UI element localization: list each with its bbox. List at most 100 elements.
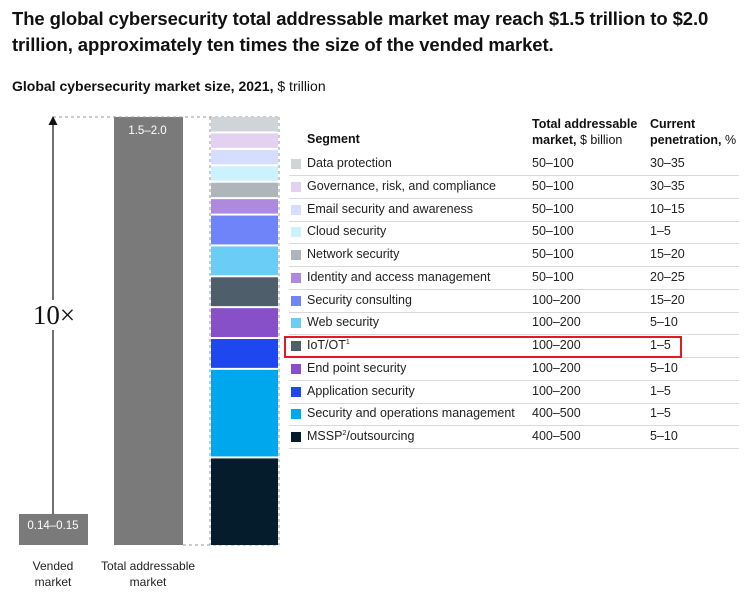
chart-subtitle: Global cybersecurity market size, 2021, …	[12, 77, 326, 95]
segment-penetration-value: 10–15	[650, 201, 685, 216]
pen-header-unit: %	[721, 133, 737, 147]
stack-segment-10	[211, 308, 278, 337]
tam-column-header: Total addressable market, $ billion	[532, 116, 637, 148]
stack-segment-2	[211, 133, 278, 148]
stack-segment-3	[211, 149, 278, 165]
segment-swatch	[291, 409, 301, 420]
segment-tam-value: 50–100	[532, 201, 574, 216]
table-row: Identity and access management 50–100 20–2…	[289, 267, 739, 290]
pen-header-line-2: penetration, %	[650, 132, 736, 148]
segment-tam-value: 400–500	[532, 429, 581, 443]
footnote-marker: 2	[342, 429, 347, 437]
table-row: End point security 100–200 5–10	[289, 358, 739, 381]
segment-name: Identity and access management	[307, 269, 491, 284]
segment-tam-value: 100–200	[532, 360, 581, 375]
vended-category-line-1: Vended	[32, 559, 74, 573]
segment-tam-value: 50–100	[532, 156, 574, 170]
segment-name: IoT/OT1	[307, 338, 350, 352]
stack-segment-8	[211, 246, 278, 276]
stack-segment-13	[211, 458, 278, 545]
segment-penetration-value: 1–5	[650, 224, 671, 239]
segment-name: MSSP2/outsourcing	[307, 429, 415, 443]
segment-tam-value: 50–100	[532, 224, 574, 239]
segment-tam-value: 100–200	[532, 338, 581, 352]
tam-value-label: 1.5–2.0	[128, 125, 167, 137]
table-row: Email security and awareness 50–100 10–15	[289, 199, 739, 222]
segment-name: Network security	[307, 247, 400, 261]
segment-swatch	[291, 204, 301, 215]
stack-segment-12	[211, 369, 278, 457]
stack-segment-1	[211, 117, 278, 132]
segment-penetration-value: 1–5	[650, 338, 671, 352]
table-row: Governance, risk, and compliance 50–100 30…	[289, 176, 739, 199]
segment-name: Cloud security	[307, 224, 387, 239]
stack-segment-6	[211, 199, 278, 214]
tam-header-line-1: Total addressable	[532, 117, 638, 131]
stack-segment-5	[211, 182, 278, 198]
segment-penetration-value: 15–20	[650, 292, 685, 307]
stack-segment-11	[211, 339, 278, 368]
segment-penetration-value: 15–20	[650, 247, 685, 261]
table-row: Security consulting 100–200 15–20	[289, 290, 739, 313]
highlight-box	[284, 336, 682, 358]
segment-name: Governance, risk, and compliance	[307, 178, 496, 193]
segment-tam-value: 50–100	[532, 178, 574, 193]
table-row: Application security 100–200 1–5	[289, 381, 739, 404]
segment-penetration-value: 5–10	[650, 360, 678, 375]
segment-tam-value: 50–100	[532, 269, 574, 284]
segment-tam-value: 100–200	[532, 315, 581, 330]
vended-category-label: Vended market	[8, 558, 98, 590]
segment-name: Web security	[307, 315, 380, 330]
segment-swatch	[291, 250, 301, 260]
segment-name: Data protection	[307, 156, 392, 170]
tam-category-label: Total addressable market	[93, 558, 203, 590]
segment-swatch	[291, 341, 301, 351]
segment-penetration-value: 1–5	[650, 383, 671, 398]
tam-bar	[114, 117, 183, 545]
penetration-column-header: Current penetration, %	[650, 116, 736, 148]
table-row: Network security 50–100 15–20	[289, 244, 739, 267]
vended-market-bar	[19, 513, 88, 545]
segment-name: End point security	[307, 360, 407, 375]
tam-header-bold: market,	[532, 133, 577, 147]
subtitle-title: Global cybersecurity market size, 2021,	[12, 78, 274, 94]
table-row: Cloud security 50–100 1–5	[289, 221, 739, 245]
segment-swatch	[291, 272, 301, 283]
segment-swatch	[291, 432, 301, 442]
segment-swatch	[291, 227, 301, 238]
segment-swatch	[291, 386, 301, 397]
tam-category-line-2: market	[129, 575, 167, 589]
table-row: Data protection 50–100 30–35	[289, 153, 739, 176]
pen-header-bold: penetration,	[650, 133, 722, 147]
tam-header-line-2: market, $ billion	[532, 132, 637, 148]
segment-swatch	[291, 295, 301, 306]
segment-penetration-value: 20–25	[650, 269, 685, 284]
segment-name: Email security and awareness	[307, 201, 474, 216]
segment-penetration-value: 5–10	[650, 429, 678, 443]
segment-swatch	[291, 181, 301, 192]
table-row: Web security 100–200 5–10	[289, 312, 739, 336]
segment-swatch	[291, 363, 301, 374]
headline: The global cybersecurity total addressab…	[12, 8, 709, 55]
segment-penetration-value: 1–5	[650, 406, 671, 421]
segment-name: Application security	[307, 383, 415, 398]
table-row: MSSP2/outsourcing 400–500 5–10	[289, 426, 739, 449]
stack-segment-4	[211, 166, 278, 181]
segment-name: Security consulting	[307, 292, 412, 307]
segment-tam-value: 400–500	[532, 406, 581, 421]
stack-segment-7	[211, 215, 278, 245]
subtitle-unit: $ trillion	[273, 78, 326, 94]
tam-category-line-1: Total addressable	[100, 559, 196, 573]
segment-name: Security and operations management	[307, 406, 515, 421]
multiplier-label: 10×	[24, 300, 84, 330]
tam-header-unit: $ billion	[576, 133, 623, 147]
multiplier-arrow-head	[48, 116, 58, 125]
footnote-marker: 1	[345, 338, 350, 346]
vended-category-line-2: market	[34, 575, 72, 589]
vended-value-label: 0.14–0.15	[27, 520, 79, 532]
segment-swatch	[291, 159, 301, 169]
pen-header-line-1: Current	[650, 117, 696, 131]
segment-penetration-value: 30–35	[650, 156, 685, 170]
segment-tam-value: 100–200	[532, 292, 581, 307]
